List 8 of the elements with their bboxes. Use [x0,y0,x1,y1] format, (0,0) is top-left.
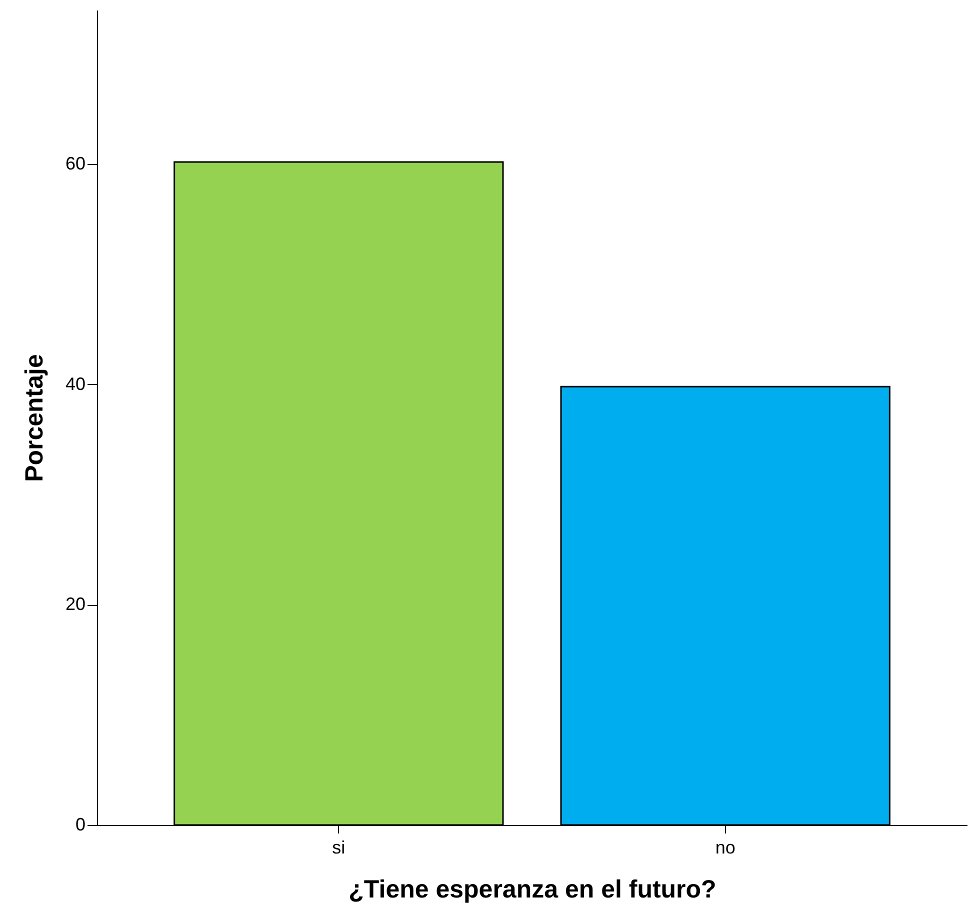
x-tick-label: no [715,838,736,858]
y-axis-title: Porcentaje [20,354,48,482]
y-tick-label: 60 [65,154,86,174]
x-axis-title: ¿Tiene esperanza en el futuro? [348,876,716,904]
x-tick-label: si [332,838,346,858]
y-tick-label: 0 [75,814,86,834]
y-tick-label: 40 [65,374,86,394]
y-tick-label: 20 [65,594,86,614]
